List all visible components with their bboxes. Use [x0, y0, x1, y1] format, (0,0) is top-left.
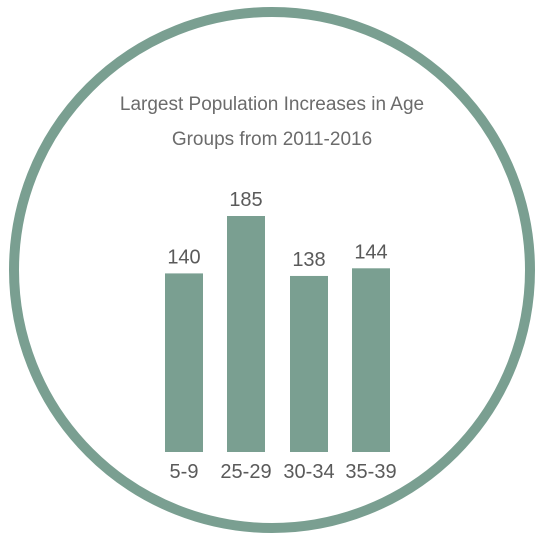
- tick-label-35-39: 35-39: [345, 461, 396, 483]
- chart-title-line-1: Largest Population Increases in Age: [120, 94, 424, 115]
- chart-title-line-2: Groups from 2011-2016: [172, 129, 372, 150]
- bar-5-9: [165, 273, 203, 452]
- tick-label-5-9: 5-9: [170, 461, 199, 483]
- tick-label-25-29: 25-29: [220, 461, 271, 483]
- value-label-5-9: 140: [167, 246, 200, 268]
- value-label-25-29: 185: [229, 189, 262, 211]
- value-label-30-34: 138: [292, 249, 325, 271]
- tick-labels-group: 5-9 25-29 30-34 35-39: [170, 461, 397, 483]
- bars-group: [165, 216, 390, 452]
- bar-30-34: [290, 275, 328, 452]
- bar-25-29: [227, 216, 265, 452]
- tick-label-30-34: 30-34: [283, 461, 334, 483]
- bar-35-39: [352, 268, 390, 452]
- value-label-35-39: 144: [354, 241, 387, 263]
- value-labels-group: 140 185 138 144: [167, 189, 387, 271]
- frame-ring: [9, 7, 535, 533]
